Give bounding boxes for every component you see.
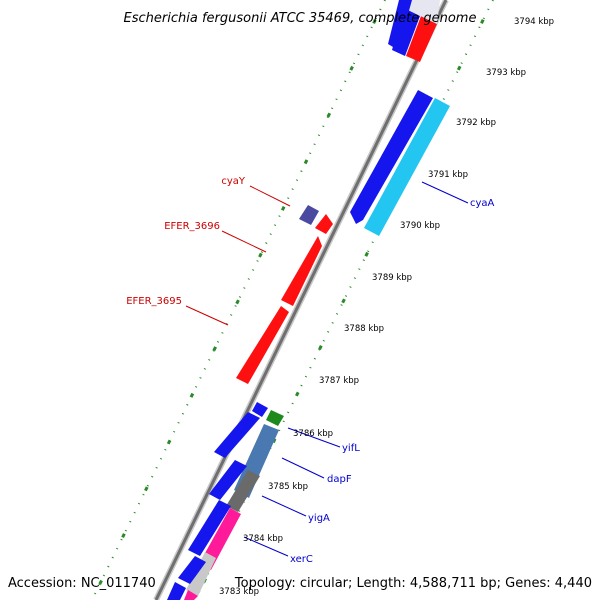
outer-major-ticks [193,0,495,600]
kbp-label: 3794 kbp [514,17,554,27]
feature-yifL-blue[interactable] [252,402,268,417]
genome-backbone [154,0,448,600]
topology-label: Topology: circular; Length: 4,588,711 bp… [234,576,592,591]
feature-forward-top-white[interactable] [404,0,440,24]
kbp-label: 3785 kbp [268,482,308,492]
kbp-label: 3792 kbp [456,118,496,128]
kbp-label: 3788 kbp [344,324,384,334]
connector-dapF [281,457,325,479]
connector-cyaA [421,181,469,204]
feature-blue-2[interactable] [209,460,247,500]
kbp-label: 3786 kbp [293,429,333,439]
gene-label-cyaA[interactable]: cyaA [470,198,495,209]
feature-cyaA[interactable] [364,98,450,236]
feature-blue-1[interactable] [214,412,260,458]
feature-forward-top-red[interactable] [406,16,437,62]
gene-label-xerC[interactable]: xerC [290,554,313,565]
gene-label-yigA[interactable]: yigA [308,513,330,524]
gene-label-EFER-3695[interactable]: EFER_3695 [126,296,182,307]
connector-xerC [243,536,289,557]
accession-label: Accession: NC_011740 [8,576,156,591]
feature-blue-4[interactable] [178,556,206,584]
genome-title: Escherichia fergusonii ATCC 35469, compl… [124,11,477,26]
kbp-label: 3787 kbp [319,376,359,386]
feature-forward-bottom-grey[interactable] [186,552,216,596]
gene-label-cyaY[interactable]: cyaY [221,176,246,187]
gene-label-EFER-3696[interactable]: EFER_3696 [164,221,220,232]
feature-top-left-blue[interactable] [388,0,412,50]
feature-EFER-3695[interactable] [236,306,289,384]
kbp-label: 3784 kbp [243,534,283,544]
feature-EFER-3696-small[interactable] [315,214,333,234]
kbp-label: 3783 kbp [219,587,259,597]
feature-yigA[interactable] [226,470,260,512]
connector-EFER-3695 [185,305,229,326]
gene-label-yifL[interactable]: yifL [342,443,360,454]
feature-EFER-3696[interactable] [281,236,322,306]
connector-yigA [261,495,307,517]
feature-blue-3[interactable] [188,500,231,556]
feature-cyaY[interactable] [299,205,319,225]
feature-blue-5[interactable] [167,582,186,600]
connector-EFER-3696 [221,230,267,253]
kbp-label: 3793 kbp [486,68,526,78]
feature-yifL[interactable] [266,410,284,426]
feature-cyaA-blue[interactable] [350,90,433,224]
kbp-label: 3791 kbp [428,170,468,180]
gene-label-dapF[interactable]: dapF [327,474,352,485]
kbp-label: 3789 kbp [372,273,412,283]
feature-pink-bottom[interactable] [184,590,198,600]
connector-cyaY [249,185,291,207]
connector-yifL [287,427,341,448]
kbp-label: 3790 kbp [400,221,440,231]
